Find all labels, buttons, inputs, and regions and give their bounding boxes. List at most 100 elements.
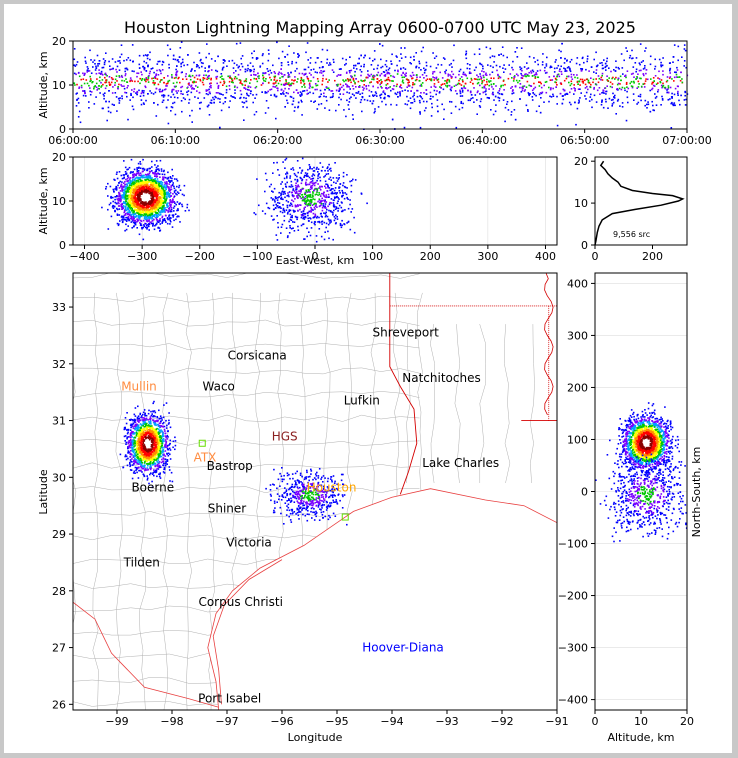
source-point [673,80,675,82]
source-point [137,167,140,169]
source-point [206,78,208,80]
source-point [141,78,144,80]
source-point [146,185,148,188]
source-point [102,83,104,86]
source-point [208,114,211,116]
source-point [552,93,554,96]
source-point [354,70,356,73]
source-point [584,79,586,82]
source-point [363,84,365,86]
source-point [123,211,125,214]
source-point [137,80,139,83]
source-point [115,75,118,77]
source-point [660,65,663,68]
source-point [543,101,545,103]
source-point [449,88,452,91]
source-point [168,187,170,189]
source-point [310,186,312,188]
source-point [172,214,175,216]
source-point [332,214,334,216]
source-point [419,95,421,97]
source-point [293,190,296,192]
source-point [137,184,140,186]
source-point [133,225,135,227]
source-point [148,167,150,170]
source-point [167,193,170,195]
source-point [301,86,303,88]
source-point [368,74,370,77]
source-point [654,68,656,70]
source-point [426,100,428,103]
source-point [255,78,258,80]
source-point [511,100,513,103]
source-point [131,220,134,222]
source-point [171,201,174,204]
source-point [624,75,626,77]
source-point [432,95,434,98]
source-point [164,219,166,222]
source-point [239,97,241,100]
source-point [217,97,219,100]
source-point [152,77,155,79]
source-point [97,87,99,90]
source-point [508,64,510,66]
source-point [627,87,630,90]
source-point [267,90,269,93]
source-point [640,69,642,72]
source-point [639,77,641,80]
source-point [161,173,164,176]
source-point [122,202,125,204]
source-point [283,84,286,86]
source-point [407,82,409,84]
source-point [143,78,146,81]
source-point [159,196,162,198]
source-point [152,222,154,225]
source-point [129,99,131,101]
source-point [154,180,157,183]
source-point [590,77,592,79]
source-point [370,64,373,66]
source-point [137,219,139,222]
source-point [460,84,463,86]
source-point [675,71,677,74]
source-point [631,57,633,60]
source-point [287,72,289,74]
source-point [285,92,288,94]
source-point [145,198,147,200]
source-point [196,64,198,66]
source-point [435,55,438,58]
source-point [94,63,96,65]
source-point [130,94,132,96]
source-point [459,92,462,95]
source-point [503,89,505,91]
source-point [662,82,664,85]
source-point [559,92,562,95]
source-point [521,89,524,92]
source-point [519,68,522,71]
source-point [618,68,620,70]
source-point [126,95,128,98]
source-point [485,72,487,75]
source-point [383,74,386,77]
source-point [137,171,140,174]
source-point [288,45,290,47]
source-point [310,227,313,229]
source-point [550,87,552,89]
source-point [155,194,157,196]
source-point [147,210,149,213]
source-point [555,59,557,61]
source-point [316,78,319,80]
source-point [267,82,270,84]
source-point [168,183,171,185]
source-point [165,188,167,191]
source-point [329,96,332,99]
source-point [116,195,118,197]
source-point [163,211,166,213]
source-point [349,228,352,231]
source-point [330,188,333,190]
source-point [181,193,184,196]
source-point [122,174,125,176]
source-point [346,84,348,87]
source-point [161,94,163,97]
source-point [130,196,133,198]
